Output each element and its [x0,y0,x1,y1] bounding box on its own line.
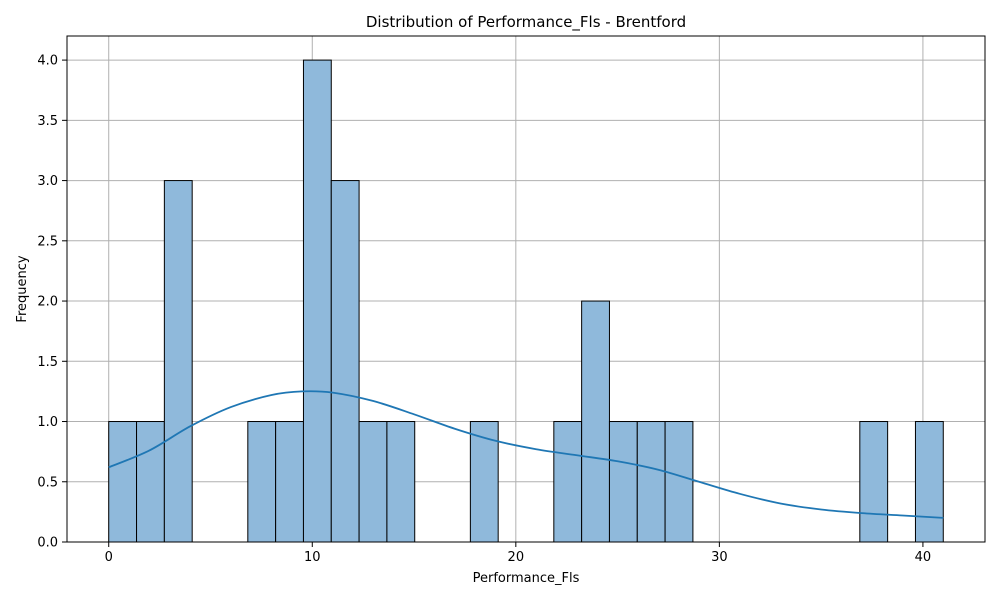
x-axis-label: Performance_Fls [473,571,580,586]
histogram-bar [108,421,138,543]
y-tick-label: 2.5 [37,234,58,249]
histogram-bar [275,421,304,543]
x-axis-ticks: 0 10 20 30 40 [105,542,932,565]
kde-curve-group [108,390,944,519]
kde-line [108,390,944,519]
y-tick-label: 0.5 [37,475,58,490]
histogram-bar [302,59,332,543]
histogram-bar [358,421,388,543]
y-tick-label: 3.5 [37,114,58,129]
histogram-bar [136,421,165,543]
x-tick-label: 40 [915,550,932,565]
histogram-bar [247,421,277,543]
grid-lines [67,36,985,543]
histogram-bar [859,421,889,543]
chart-title: Distribution of Performance_Fls - Brentf… [366,13,686,32]
histogram-bar [608,421,638,543]
x-tick-label: 20 [508,550,525,565]
histogram-bar [914,421,944,543]
y-tick-label: 1.5 [37,355,58,370]
y-tick-label: 3.0 [37,174,58,189]
x-tick-label: 10 [304,550,321,565]
histogram-bar [163,180,193,543]
x-tick-label: 0 [105,550,113,565]
histogram-bar [581,300,610,543]
y-tick-label: 1.0 [37,415,58,430]
y-tick-label: 2.0 [37,295,58,310]
x-tick-label: 30 [711,550,728,565]
histogram-bar [469,421,499,543]
histogram-bar [330,180,360,543]
y-tick-label: 4.0 [37,54,58,69]
histogram-bar [664,421,694,543]
y-tick-label: 0.0 [37,536,58,551]
histogram-bar [636,421,666,543]
y-axis-label: Frequency [15,255,30,322]
plot-frame [66,35,986,543]
y-axis-ticks: 0.0 0.5 1.0 1.5 2.0 2.5 3.0 3.5 4.0 [37,54,67,551]
histogram-bar [553,421,583,543]
histogram-bar [386,421,416,543]
histogram-bars [108,59,944,543]
